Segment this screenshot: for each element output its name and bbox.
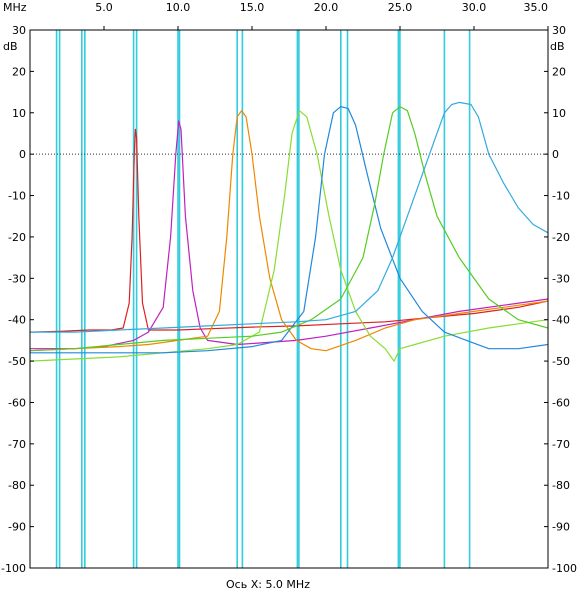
y-tick-label-left-8: -40: [8, 314, 26, 327]
y-tick-label-right-5: -10: [552, 190, 570, 203]
y-tick-label-right-6: -20: [552, 231, 570, 244]
series-line-4: [29, 110, 549, 362]
y-tick-label-right-11: -70: [552, 438, 570, 451]
x-tick-label-1: 5.0: [95, 1, 113, 14]
y-tick-label-left-10: -60: [8, 396, 26, 409]
y-tick-label-right-12: -80: [552, 479, 570, 492]
y-tick-label-right-4: 0: [552, 148, 559, 161]
plot-border: [29, 29, 549, 569]
y-tick-label-right-14: -100: [552, 562, 577, 575]
x-tick-label-2: 10.0: [166, 1, 191, 14]
plot-frame: [29, 29, 549, 569]
y-tick-label-left-2: 20: [12, 65, 26, 78]
y-tick-label-left-3: 10: [12, 107, 26, 120]
y-tick-label-right-10: -60: [552, 396, 570, 409]
y-tick-label-left-6: -20: [8, 231, 26, 244]
y-tick-label-left-1: 30: [12, 24, 26, 37]
x-tick-label-7: 35.0: [524, 1, 549, 14]
y-tick-label-right-3: 10: [552, 107, 566, 120]
y-tick-label-right-9: -50: [552, 355, 570, 368]
x-tick-label-3: 15.0: [240, 1, 265, 14]
y-tick-label-left-11: -70: [8, 438, 26, 451]
y-unit-label-right: dB: [550, 40, 565, 53]
y-tick-label-left-7: -30: [8, 272, 26, 285]
series-line-6: [29, 106, 549, 352]
x-tick-label-5: 25.0: [388, 1, 413, 14]
y-tick-label-left-13: -90: [8, 521, 26, 534]
y-tick-label-right-1: 30: [552, 24, 566, 37]
series-line-7: [30, 101, 549, 333]
x-axis-caption: Ось X: 5.0 MHz: [226, 578, 310, 591]
y-tick-label-right-2: 20: [552, 65, 566, 78]
y-tick-label-left-9: -50: [8, 355, 26, 368]
y-tick-label-left-14: -100: [1, 562, 26, 575]
x-unit-label: MHz: [3, 1, 27, 14]
y-tick-label-right-13: -90: [552, 521, 570, 534]
series-line-5: [30, 106, 549, 354]
y-tick-label-left-4: 0: [19, 148, 26, 161]
y-tick-label-right-7: -30: [552, 272, 570, 285]
series-lines: [29, 101, 549, 362]
series-line-1: [29, 128, 549, 333]
y-tick-label-left-12: -80: [8, 479, 26, 492]
x-tick-label-4: 20.0: [314, 1, 339, 14]
y-unit-label-left: dB: [3, 40, 18, 53]
y-tick-label-left-5: -10: [8, 190, 26, 203]
x-tick-label-6: 30.0: [462, 1, 487, 14]
series-line-2: [30, 120, 549, 350]
y-tick-label-right-8: -40: [552, 314, 570, 327]
